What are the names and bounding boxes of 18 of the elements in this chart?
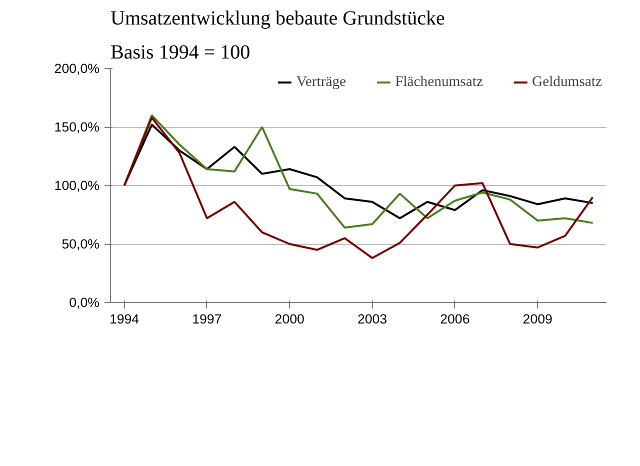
y-tick-label: 200,0% xyxy=(54,61,100,76)
chart-subtitle: Basis 1994 = 100 xyxy=(110,42,250,64)
x-tick-label: 2000 xyxy=(274,312,304,326)
legend-label: Flächenumsatz xyxy=(395,74,483,90)
y-tick-label: 150,0% xyxy=(54,120,100,134)
legend-label: Geldumsatz xyxy=(532,74,602,90)
legend-label: Verträge xyxy=(296,74,346,90)
chart-title: Umsatzentwicklung bebaute Grundstücke xyxy=(110,8,445,30)
line-series xyxy=(123,114,594,229)
y-tick-label: 50,0% xyxy=(62,236,100,252)
x-tick-label: 1994 xyxy=(109,312,140,326)
x-tick-label: 2006 xyxy=(440,312,470,326)
line-series xyxy=(123,116,594,260)
x-tick-label: 1997 xyxy=(192,312,222,326)
x-tick-label: 2003 xyxy=(357,312,388,326)
x-tick-label: 2009 xyxy=(522,312,552,326)
y-tick-label: 100,0% xyxy=(54,178,100,193)
y-tick-label: 0,0% xyxy=(69,295,100,310)
